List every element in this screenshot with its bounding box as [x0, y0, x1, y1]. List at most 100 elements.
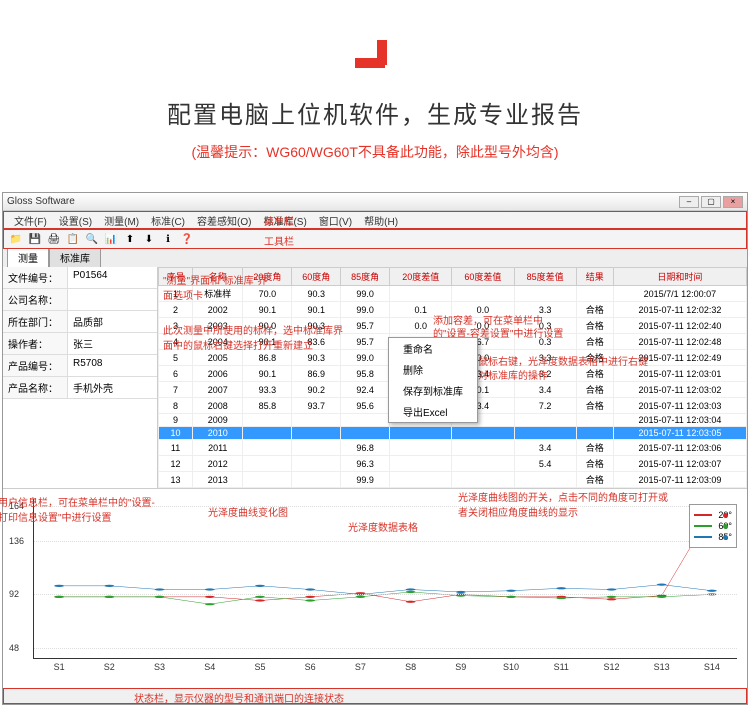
- chart-area: 用户信息栏，可在菜单栏中的"设置-打印信息设置"中进行设置 光泽度曲线变化图 光…: [3, 488, 747, 688]
- info-row: 公司名称：: [3, 289, 157, 311]
- hero-subtitle: (温馨提示：WG60/WG60T不具备此功能，除此型号外均含): [20, 142, 730, 162]
- grid-header[interactable]: 85度差值: [514, 268, 576, 286]
- grid-header[interactable]: 名称: [193, 268, 243, 286]
- x-tick: S6: [305, 662, 316, 672]
- grid-header[interactable]: 20度角: [243, 268, 292, 286]
- menu-item[interactable]: 设置(S): [53, 213, 98, 228]
- table-row[interactable]: 13201399.9合格2015-07-11 12:03:09: [159, 472, 747, 488]
- menu-item[interactable]: 文件(F): [8, 213, 53, 228]
- toolbar-icon[interactable]: 💾: [27, 231, 43, 247]
- legend-item[interactable]: 60°: [694, 521, 732, 531]
- context-menu-item[interactable]: 导出Excel: [389, 401, 477, 422]
- data-panel: 序号名称20度角60度角85度角20度差值60度差值85度差值结果日期和时间1标…: [158, 267, 747, 488]
- y-tick: 48: [9, 643, 19, 653]
- info-row: 操作者：张三: [3, 333, 157, 355]
- info-row: 产品名称：手机外壳: [3, 377, 157, 399]
- grid-header[interactable]: 60度角: [292, 268, 341, 286]
- chart-plot: 4892136164S1S2S3S4S5S6S7S8S9S10S11S12S13…: [33, 499, 737, 659]
- info-label: 公司名称：: [3, 289, 68, 310]
- table-row[interactable]: 1020102015-07-11 12:03:05: [159, 427, 747, 440]
- context-menu: 重命名删除保存到标准库导出Excel: [388, 337, 478, 423]
- menu-item[interactable]: 标准(C): [145, 213, 191, 228]
- x-tick: S13: [654, 662, 670, 672]
- app-title: Gloss Software: [7, 196, 75, 207]
- info-value: 手机外壳: [68, 377, 157, 398]
- menu-item[interactable]: 窗口(V): [313, 213, 358, 228]
- app-window: Gloss Software – ▢ × 文件(F)设置(S)测量(M)标准(C…: [2, 192, 748, 705]
- main-area: 文件编号：P01564公司名称：所在部门：品质部操作者：张三产品编号：R5708…: [3, 267, 747, 488]
- x-tick: S4: [204, 662, 215, 672]
- annot-status: 状态栏，显示仪器的型号和通讯端口的连接状态: [134, 690, 344, 705]
- info-label: 产品编号：: [3, 355, 68, 376]
- toolbar: 📁💾🖨📋🔍📊⬆⬇ℹ❓ 工具栏: [3, 229, 747, 249]
- tab-standard-lib[interactable]: 标准库: [49, 247, 101, 267]
- toolbar-icon[interactable]: ❓: [179, 231, 195, 247]
- hero-section: 配置电脑上位机软件，生成专业报告 (温馨提示：WG60/WG60T不具备此功能，…: [0, 0, 750, 192]
- tab-measure[interactable]: 测量: [7, 247, 49, 267]
- hero-title: 配置电脑上位机软件，生成专业报告: [20, 95, 730, 130]
- x-tick: S11: [554, 662, 569, 672]
- toolbar-icon[interactable]: 🔍: [84, 231, 100, 247]
- toolbar-icon[interactable]: 📊: [103, 231, 119, 247]
- toolbar-icon[interactable]: 🖨: [46, 231, 62, 247]
- table-row[interactable]: 2200290.190.199.00.10.03.3合格2015-07-11 1…: [159, 302, 747, 318]
- toolbar-icon[interactable]: 📁: [8, 231, 24, 247]
- info-row: 所在部门：品质部: [3, 311, 157, 333]
- annot-toolbar: 工具栏: [264, 233, 294, 248]
- menubar: 文件(F)设置(S)测量(M)标准(C)容差感知(O)标准库(S)窗口(V)帮助…: [3, 211, 747, 229]
- x-tick: S3: [154, 662, 165, 672]
- chart-lines: [34, 499, 737, 658]
- x-tick: S9: [455, 662, 466, 672]
- info-label: 产品名称：: [3, 377, 68, 398]
- table-row[interactable]: 1标准样70.090.399.02015/7/1 12:00:07: [159, 286, 747, 302]
- menu-item[interactable]: 标准库(S): [257, 213, 312, 228]
- grid-header[interactable]: 20度差值: [390, 268, 452, 286]
- tab-row: 测量 标准库: [3, 249, 747, 267]
- hero-number-4: [355, 40, 395, 80]
- legend-item[interactable]: 85°: [694, 532, 732, 542]
- info-row: 产品编号：R5708: [3, 355, 157, 377]
- grid-header[interactable]: 结果: [576, 268, 613, 286]
- x-tick: S1: [54, 662, 65, 672]
- table-row[interactable]: 11201196.83.4合格2015-07-11 12:03:06: [159, 440, 747, 456]
- x-tick: S5: [254, 662, 265, 672]
- table-row[interactable]: 3200390.090.395.70.00.00.3合格2015-07-11 1…: [159, 318, 747, 334]
- table-row[interactable]: 12201296.35.4合格2015-07-11 12:03:07: [159, 456, 747, 472]
- minimize-button[interactable]: –: [679, 196, 699, 208]
- info-label: 所在部门：: [3, 311, 68, 332]
- toolbar-icon[interactable]: ⬆: [122, 231, 138, 247]
- menu-item[interactable]: 测量(M): [98, 213, 145, 228]
- grid-header[interactable]: 日期和时间: [613, 268, 746, 286]
- info-row: 文件编号：P01564: [3, 267, 157, 289]
- info-label: 操作者：: [3, 333, 68, 354]
- x-tick: S8: [405, 662, 416, 672]
- statusbar: 状态栏，显示仪器的型号和通讯端口的连接状态: [3, 688, 747, 704]
- x-tick: S14: [704, 662, 720, 672]
- chart-legend[interactable]: 20°60°85°: [689, 504, 737, 548]
- y-tick: 164: [9, 501, 24, 511]
- menu-item[interactable]: 帮助(H): [358, 213, 404, 228]
- grid-header[interactable]: 序号: [159, 268, 193, 286]
- info-value: 品质部: [68, 311, 157, 332]
- grid-header[interactable]: 85度角: [341, 268, 390, 286]
- info-value: R5708: [68, 355, 157, 376]
- context-menu-item[interactable]: 删除: [389, 359, 477, 380]
- x-tick: S12: [603, 662, 619, 672]
- y-tick: 92: [9, 589, 19, 599]
- titlebar: Gloss Software – ▢ ×: [3, 193, 747, 211]
- menu-item[interactable]: 容差感知(O): [191, 213, 257, 228]
- maximize-button[interactable]: ▢: [701, 196, 721, 208]
- close-button[interactable]: ×: [723, 196, 743, 208]
- context-menu-item[interactable]: 重命名: [389, 338, 477, 359]
- info-panel: 文件编号：P01564公司名称：所在部门：品质部操作者：张三产品编号：R5708…: [3, 267, 158, 488]
- info-label: 文件编号：: [3, 267, 68, 288]
- toolbar-icon[interactable]: ⬇: [141, 231, 157, 247]
- info-value: P01564: [68, 267, 157, 288]
- toolbar-icon[interactable]: ℹ: [160, 231, 176, 247]
- toolbar-icon[interactable]: 📋: [65, 231, 81, 247]
- legend-item[interactable]: 20°: [694, 510, 732, 520]
- grid-header[interactable]: 60度差值: [452, 268, 514, 286]
- x-tick: S10: [503, 662, 519, 672]
- info-value: 张三: [68, 333, 157, 354]
- context-menu-item[interactable]: 保存到标准库: [389, 380, 477, 401]
